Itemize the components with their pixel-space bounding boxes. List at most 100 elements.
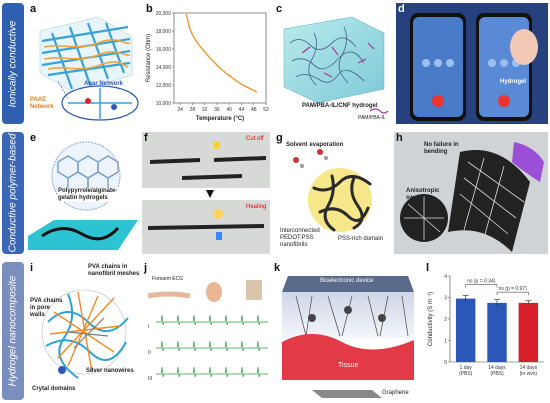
- panel-j: j Forearm ECG I II III: [142, 262, 268, 400]
- panel-l: l 0 1 2 3 4 Conductivity (S m⁻¹) 1 day (PBS) 14 …: [424, 262, 548, 400]
- panel-letter: e: [30, 132, 37, 144]
- ecg-trace: [156, 340, 268, 352]
- label-no-failure: No failure in bending: [424, 142, 459, 155]
- panel-letter: i: [30, 262, 34, 274]
- x-tick-label: 28: [190, 107, 196, 113]
- resistance-temperature-chart: 10,000 12,000 14,000 16,000 18,000 20,000 24 28…: [146, 11, 269, 122]
- row-band-label: Ionically conductive: [7, 20, 19, 107]
- label-cut-off: Cut off: [246, 136, 264, 142]
- significance-bracket: [496, 291, 529, 296]
- ecg-title: Forearm ECG: [152, 276, 184, 282]
- bar: [455, 298, 476, 362]
- label-graphene: Graphene: [382, 390, 409, 396]
- ecg-trace-label: III: [148, 376, 152, 382]
- label-bioelectronic-device: Bioelectronic device: [320, 278, 374, 284]
- label-interconnected-nanofibrils: Interconnected PEDOT:PSS nanofibrils: [280, 228, 320, 248]
- y-tick-label: 10,000: [156, 101, 172, 107]
- panel-letter: l: [426, 262, 430, 274]
- significance-label: ns (p = 0.34): [467, 279, 496, 285]
- significance-label: ns (p = 0.97): [499, 286, 528, 292]
- row-band-label: Conductive polymer-based: [7, 133, 19, 253]
- ecg-trace-label: I: [148, 324, 149, 330]
- y-axis-label: Resistance (Ohm): [146, 34, 152, 82]
- y-tick-label: 20,000: [156, 11, 172, 17]
- panel-e: e Polypyrrole/alginate-gelatin hydrogels: [28, 132, 138, 254]
- category-label: (PBS): [490, 371, 504, 377]
- category-label: 14 days: [520, 365, 538, 371]
- y-tick-label: 1: [444, 339, 447, 345]
- ecg-trace: [156, 314, 268, 326]
- hydrogel-block-illustration: [283, 16, 389, 114]
- nanocomposite-illustration: [41, 289, 129, 379]
- panel-f: f Cut off Healing: [142, 132, 270, 254]
- bending-photo: [394, 132, 548, 254]
- panel-k: k Bioelectronic device Tissue Graphene: [272, 262, 422, 400]
- label-solvent-evaporation: Solvent evaporation: [286, 142, 344, 148]
- x-axis-label: Temperature (°C): [196, 116, 244, 122]
- panel-d: d Hydrogel: [396, 3, 548, 124]
- series-line: [185, 13, 258, 93]
- label-tissue: Tissue: [338, 362, 359, 369]
- caption-hydrogel: PAM/PBA-IL/CNF hydrogel: [302, 103, 378, 109]
- bar: [487, 302, 507, 362]
- label-crystal-domains: Crytal domains: [32, 386, 76, 392]
- y-tick-label: 18,000: [156, 29, 172, 35]
- x-tick-label: 48: [251, 107, 257, 113]
- bioelectronic-interface: [282, 276, 414, 398]
- caption-hydrogel-arrow: Hydrogel: [500, 79, 527, 85]
- y-tick-label: 0: [444, 360, 447, 366]
- label-healing: Healing: [246, 204, 267, 210]
- panel-a: a Agar Network PAAE Network: [28, 3, 144, 124]
- panel-letter: g: [276, 132, 283, 144]
- phones-photo: [396, 3, 548, 124]
- x-tick-label: 24: [177, 107, 183, 113]
- row-conductive-polymer: Conductive polymer-based e Polypyrrole/a…: [2, 132, 548, 254]
- panel-i: i PVA chains in pore walls PVA chains in…: [28, 262, 140, 400]
- panel-h: h No failure in bending Anisotropic swel…: [394, 132, 548, 254]
- y-tick-label: 4: [444, 274, 447, 280]
- label-silver-nanowires: Silver nanowires: [86, 368, 134, 374]
- category-label: (in vivo): [520, 371, 538, 377]
- row-band-label: Hydrogel nanocomposite: [7, 275, 19, 387]
- y-tick-label: 2: [444, 317, 447, 323]
- panel-letter: h: [396, 132, 403, 144]
- bar: [518, 302, 539, 362]
- label-pss-rich: PSS-rich domain: [338, 236, 384, 242]
- plot-frame: [173, 12, 267, 104]
- y-tick-label: 3: [444, 296, 447, 302]
- x-tick-label: 44: [239, 107, 245, 113]
- label-anisotropic: Anisotropic swelling: [406, 188, 440, 201]
- forearm-ecg: I II III: [147, 280, 268, 382]
- panel-b: b 10,000 12,000 14,000 16,000 18,000 20,000 24…: [144, 3, 270, 124]
- x-tick-label: 32: [202, 107, 208, 113]
- y-tick-label: 12,000: [156, 83, 172, 89]
- row-band: Hydrogel nanocomposite: [2, 262, 24, 400]
- label-agar-network: Agar Network: [84, 81, 124, 87]
- label-pva-pore-walls: PVA chains in pore walls: [30, 298, 63, 318]
- x-tick-label: 40: [226, 107, 232, 113]
- row-band: Conductive polymer-based: [2, 132, 24, 254]
- category-label: 1 day: [460, 365, 473, 371]
- y-axis-label: Conductivity (S m⁻¹): [428, 292, 434, 346]
- panel-letter: b: [146, 3, 153, 15]
- panel-c: c PAM/PBA-IL/CNF hydrogel PAM/PBA-IL: [274, 3, 392, 124]
- panel-letter: d: [398, 3, 405, 15]
- legend-pam-pba-il: PAM/PBA-IL: [358, 115, 386, 121]
- row-hydrogel-nanocomposite: Hydrogel nanocomposite i PVA chains in p…: [2, 262, 548, 400]
- x-tick-label: 36: [214, 107, 220, 113]
- row-ionically-conductive: Ionically conductive a Agar Network PAAE…: [2, 3, 548, 124]
- significance-bracket: [465, 284, 498, 288]
- pedot-pss-illustration: [293, 149, 372, 232]
- self-healing-photo: [142, 132, 270, 254]
- ecg-trace-label: II: [148, 350, 151, 356]
- caption-polypyrrole: Polypyrrole/alginate-gelatin hydrogels: [58, 188, 118, 202]
- label-pva-nanofibril: PVA chains in nanofibril meshes: [88, 264, 140, 277]
- category-label: (PBS): [459, 371, 473, 377]
- panel-letter: f: [144, 132, 148, 144]
- row-band: Ionically conductive: [2, 3, 24, 124]
- panel-g: g Solvent evaporation Interconnected PED…: [274, 132, 390, 254]
- category-label: 14 days: [488, 365, 506, 371]
- network-illustration: [39, 16, 139, 121]
- label-paae-network: PAAE Network: [30, 97, 54, 110]
